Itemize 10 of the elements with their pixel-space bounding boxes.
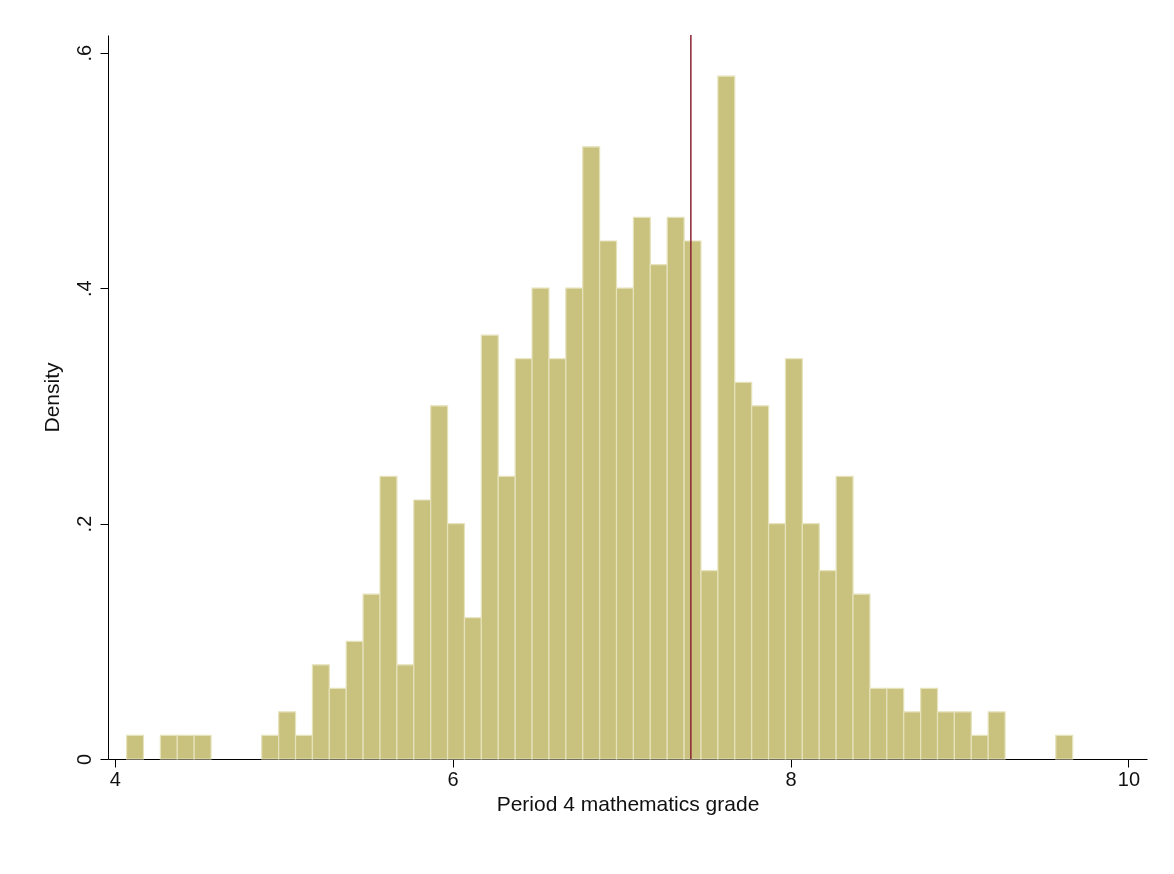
y-tick-label: .6 [72,44,95,62]
y-tick-label: 0 [72,753,95,766]
x-tick-label: 10 [1117,767,1141,790]
y-tick-label: .4 [72,280,95,297]
x-tick-label: 4 [109,767,121,790]
x-tick-label: 8 [785,767,797,790]
y-axis-title: Density [39,361,63,433]
y-tick-label: .2 [72,515,95,533]
x-tick-label: 6 [447,767,459,790]
x-axis-title: Period 4 mathematics grade [496,791,760,815]
